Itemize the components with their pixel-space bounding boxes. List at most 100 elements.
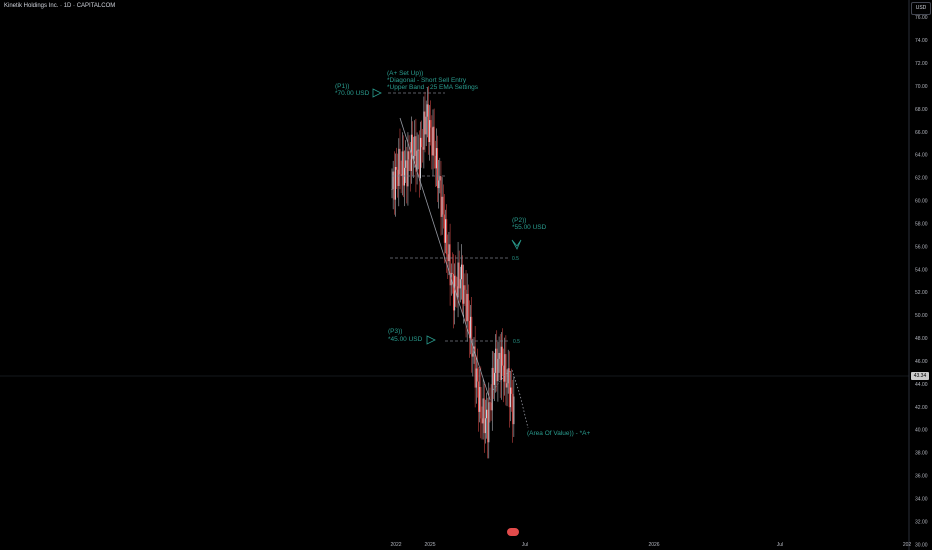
candle-body	[438, 180, 440, 189]
candle-body	[486, 409, 488, 419]
candle-body	[491, 367, 493, 411]
candle-body	[478, 381, 480, 412]
candle-body	[497, 358, 499, 382]
candle-body	[453, 273, 454, 311]
candle-body	[512, 393, 514, 425]
candle-body	[509, 387, 511, 408]
candle-body	[462, 264, 464, 304]
candle-body	[489, 402, 491, 403]
candle-body	[408, 151, 410, 160]
x-tick-label: Jul	[777, 542, 783, 548]
candle-body	[500, 346, 502, 380]
x-tick-label: 2025	[424, 542, 435, 548]
candle-body	[506, 383, 508, 388]
y-tick-label: 70.00	[915, 84, 928, 90]
y-tick-label: 66.00	[915, 130, 928, 136]
candle-body	[441, 196, 443, 217]
candle-body	[483, 398, 485, 434]
x-tick-label: 2022	[390, 542, 401, 548]
candle-body	[475, 368, 477, 388]
y-tick-label: 72.00	[915, 61, 928, 67]
p3-price-label: *45.00 USD	[388, 336, 423, 343]
candle-body	[399, 148, 401, 175]
candle-body	[468, 320, 470, 339]
candle-body	[409, 159, 411, 171]
candle-body	[426, 104, 428, 117]
candle-body	[419, 137, 421, 179]
setup-title: (A+ Set Up))	[387, 70, 423, 77]
candle-body	[480, 387, 482, 419]
candle-body	[496, 348, 498, 382]
candle-body	[451, 272, 453, 274]
candle-body	[418, 149, 420, 179]
p1-arrow-icon	[372, 88, 382, 98]
candle-body	[427, 104, 429, 142]
candle-body	[490, 402, 492, 411]
event-flag-icon[interactable]	[507, 528, 519, 536]
candle-body	[458, 262, 460, 289]
y-tick-label: 42.00	[915, 405, 928, 411]
y-tick-label: 58.00	[915, 221, 928, 227]
candle-body	[504, 354, 506, 382]
p1-price-label: *70.00 USD	[335, 90, 370, 97]
candle-body	[434, 155, 436, 169]
candle-body	[393, 171, 395, 200]
candle-body	[437, 148, 439, 189]
y-tick-label: 36.00	[915, 474, 928, 480]
candle-body	[391, 189, 393, 190]
y-tick-label: 48.00	[915, 336, 928, 342]
candle-body	[474, 346, 476, 388]
x-tick-label: 202	[903, 542, 912, 548]
setup-line1: *Diagonal - Short Sell Entry	[387, 77, 467, 84]
y-tick-label: 76.00	[915, 15, 928, 21]
candle-body	[455, 275, 457, 287]
candle-body	[442, 196, 444, 215]
candle-body	[513, 396, 515, 425]
candle-body	[439, 176, 441, 181]
candle-body	[417, 149, 419, 151]
y-tick-label: 46.00	[915, 359, 928, 365]
y-tick-label: 40.00	[915, 428, 928, 434]
y-tick-label: 74.00	[915, 38, 928, 44]
candle-body	[465, 289, 467, 322]
candle-body	[507, 368, 509, 384]
candle-body	[505, 354, 507, 388]
p2-price-label: *55.00 USD	[512, 224, 547, 231]
candle-body	[416, 150, 418, 172]
x-tick-label: 2026	[648, 542, 659, 548]
y-tick-label: 50.00	[915, 313, 928, 319]
chart-title: Kinetik Holdings Inc. · 1D · CAPITALCOM	[4, 3, 116, 9]
candle-body	[424, 111, 426, 135]
candle-body	[495, 348, 497, 373]
currency-selector[interactable]: USD	[911, 2, 931, 15]
p3-label: (P3))	[388, 328, 402, 335]
candle-body	[423, 111, 425, 150]
candle-body	[463, 285, 465, 304]
p2-label: (P2))	[512, 217, 526, 224]
candle-body	[412, 134, 413, 159]
candle-body	[479, 387, 481, 412]
last-price-badge: 43.34	[911, 372, 929, 380]
candle-body	[433, 126, 435, 156]
candle-body	[464, 285, 466, 290]
candle-body	[456, 286, 458, 298]
candle-body	[394, 166, 396, 200]
p2-arrow-icon	[511, 239, 522, 250]
candle-body	[511, 387, 513, 394]
candle-body	[405, 160, 407, 168]
candle-body	[492, 367, 494, 385]
y-tick-label: 44.00	[915, 382, 928, 388]
candle-body	[397, 169, 399, 187]
y-tick-label: 52.00	[915, 290, 928, 296]
candle-body	[503, 365, 505, 382]
candle-body	[449, 244, 451, 286]
candle-body	[398, 148, 400, 187]
candle-body	[460, 264, 462, 280]
candle-body	[415, 136, 417, 172]
y-tick-label: 30.00	[915, 542, 928, 548]
candle-body	[487, 409, 489, 443]
candle-body	[414, 136, 416, 156]
diagonal-trendline[interactable]	[399, 117, 491, 401]
candle-body	[470, 316, 472, 339]
